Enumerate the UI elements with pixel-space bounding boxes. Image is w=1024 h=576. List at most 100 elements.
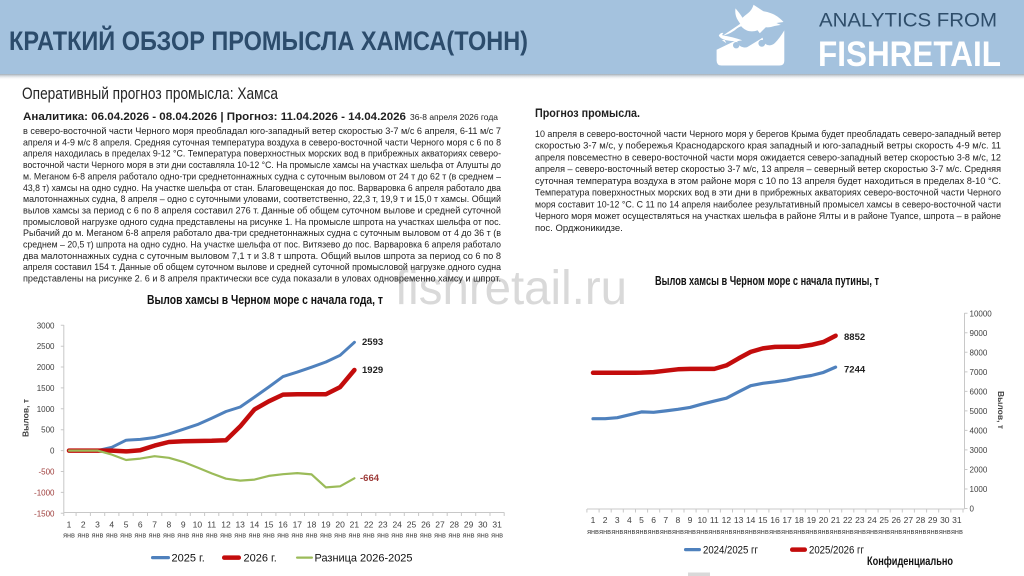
svg-text:3000: 3000 <box>37 321 55 330</box>
svg-text:24: 24 <box>867 515 877 525</box>
svg-text:янв: янв <box>348 531 360 540</box>
svg-text:18: 18 <box>307 520 317 530</box>
svg-text:Вылов хамсы в Черном море с на: Вылов хамсы в Черном море с начала года,… <box>147 293 383 307</box>
svg-text:апреля находилась в пределах 9: апреля находилась в пределах 9-12 °С. Те… <box>23 149 501 160</box>
svg-text:янв: янв <box>177 531 189 540</box>
svg-text:1929: 1929 <box>362 365 383 376</box>
svg-text:янв: янв <box>902 527 914 536</box>
svg-text:янв: янв <box>463 531 475 540</box>
svg-text:янв: янв <box>599 527 611 536</box>
svg-text:2593: 2593 <box>362 337 383 348</box>
svg-text:10000: 10000 <box>970 309 993 318</box>
svg-text:м. Меганом 6-8 апреля работало: м. Меганом 6-8 апреля работало одно-три … <box>23 171 502 182</box>
svg-text:янв: янв <box>915 527 927 536</box>
svg-text:янв: янв <box>805 527 817 536</box>
svg-text:12: 12 <box>722 515 732 525</box>
svg-text:14: 14 <box>746 515 756 525</box>
svg-text:9: 9 <box>181 520 186 530</box>
svg-text:16: 16 <box>770 515 780 525</box>
svg-text:FISHRETAIL: FISHRETAIL <box>818 35 1001 74</box>
svg-text:янв: янв <box>63 531 75 540</box>
svg-text:12: 12 <box>221 520 231 530</box>
svg-text:19: 19 <box>321 520 331 530</box>
svg-text:янв: янв <box>733 527 745 536</box>
svg-text:скоростью 3-7 м/с, у побережья: скоростью 3-7 м/с, у побережья Краснодар… <box>535 141 1001 152</box>
svg-text:5: 5 <box>124 520 129 530</box>
svg-text:янв: янв <box>951 527 963 536</box>
svg-text:17: 17 <box>293 520 303 530</box>
svg-text:24: 24 <box>392 520 402 530</box>
svg-text:16: 16 <box>278 520 288 530</box>
svg-text:6: 6 <box>138 520 143 530</box>
svg-text:янв: янв <box>377 531 389 540</box>
svg-text:янв: янв <box>818 527 830 536</box>
svg-text:15: 15 <box>264 520 274 530</box>
svg-text:11: 11 <box>710 515 719 525</box>
svg-text:4: 4 <box>109 520 114 530</box>
svg-text:8: 8 <box>167 520 172 530</box>
svg-text:янв: янв <box>477 531 489 540</box>
svg-text:янв: янв <box>842 527 854 536</box>
svg-text:Аналитика: 06.04.2026 - 08.04.: Аналитика: 06.04.2026 - 08.04.2026 | Про… <box>23 111 406 123</box>
svg-text:15: 15 <box>758 515 768 525</box>
svg-text:янв: янв <box>890 527 902 536</box>
svg-text:30: 30 <box>940 515 950 525</box>
svg-text:КРАТКИЙ ОБЗОР ПРОМЫСЛА ХАМСА(Т: КРАТКИЙ ОБЗОР ПРОМЫСЛА ХАМСА(ТОНН) <box>9 25 528 56</box>
svg-text:янв: янв <box>587 527 599 536</box>
svg-text:янв: янв <box>866 527 878 536</box>
svg-text:янв: янв <box>684 527 696 536</box>
svg-text:27: 27 <box>904 515 914 525</box>
svg-text:2025 г.: 2025 г. <box>172 553 205 565</box>
svg-text:янв: янв <box>406 531 418 540</box>
svg-text:6: 6 <box>651 515 656 525</box>
svg-text:янв: янв <box>320 531 332 540</box>
svg-text:восточной части Черного моря в: восточной части Черного моря в эти дни с… <box>23 160 501 171</box>
svg-text:Рыбачий до м. Меганом 6-8 апре: Рыбачий до м. Меганом 6-8 апреля работал… <box>23 228 501 239</box>
svg-text:8000: 8000 <box>970 348 988 357</box>
svg-text:7244: 7244 <box>844 365 866 376</box>
svg-text:6000: 6000 <box>970 387 988 396</box>
svg-text:Температура поверхностных морс: Температура поверхностных морских вод в … <box>535 188 1001 199</box>
svg-text:Разница 2026-2025: Разница 2026-2025 <box>315 553 413 565</box>
svg-text:22: 22 <box>843 515 853 525</box>
svg-text:4: 4 <box>627 515 632 525</box>
svg-text:8: 8 <box>676 515 681 525</box>
svg-text:28: 28 <box>916 515 926 525</box>
svg-text:7000: 7000 <box>970 368 988 377</box>
svg-text:янв: янв <box>660 527 672 536</box>
svg-text:2000: 2000 <box>970 466 988 475</box>
svg-text:2000: 2000 <box>37 363 55 372</box>
svg-text:28: 28 <box>450 520 460 530</box>
svg-text:апреля – северо-восточный вете: апреля – северо-восточный ветер скорость… <box>535 164 1001 175</box>
svg-text:0: 0 <box>970 505 975 514</box>
svg-text:янв: янв <box>757 527 769 536</box>
svg-text:янв: янв <box>793 527 805 536</box>
svg-text:-1000: -1000 <box>34 488 55 497</box>
svg-text:14: 14 <box>250 520 260 530</box>
svg-text:13: 13 <box>734 515 744 525</box>
svg-text:промысловой нагрузке одного су: промысловой нагрузке одного судна предст… <box>23 217 501 228</box>
svg-text:-664: -664 <box>360 473 380 484</box>
svg-text:вылов хамсы за период с 6 по 8: вылов хамсы за период с 6 по 8 апреля со… <box>23 205 501 216</box>
svg-text:27: 27 <box>435 520 445 530</box>
svg-text:Прогноз промысла.: Прогноз промысла. <box>535 108 640 120</box>
svg-text:янв: янв <box>781 527 793 536</box>
svg-text:янв: янв <box>939 527 951 536</box>
svg-text:янв: янв <box>363 531 375 540</box>
svg-text:1500: 1500 <box>37 384 55 393</box>
svg-text:моря составит 10-12 °С. С 11 п: моря составит 10-12 °С. С 11 по 14 апрел… <box>535 199 1001 210</box>
svg-text:янв: янв <box>263 531 275 540</box>
svg-text:янв: янв <box>106 531 118 540</box>
svg-text:43,8 т) хамсы на одно судно. Н: 43,8 т) хамсы на одно судно. На участке … <box>23 183 502 194</box>
svg-text:янв: янв <box>206 531 218 540</box>
svg-text:малотоннажных судна, 8 апреля: малотоннажных судна, 8 апреля – одно с с… <box>23 194 501 205</box>
svg-text:11: 11 <box>207 520 216 530</box>
svg-text:20: 20 <box>819 515 829 525</box>
svg-text:апреля повсеместно в северо-во: апреля повсеместно в северо-восточной ча… <box>535 152 1001 163</box>
svg-text:янв: янв <box>220 531 232 540</box>
svg-text:суточная температура воздуха в: суточная температура воздуха в этом райо… <box>535 176 1001 187</box>
svg-text:4000: 4000 <box>970 426 988 435</box>
svg-text:500: 500 <box>41 426 55 435</box>
svg-text:янв: янв <box>745 527 757 536</box>
svg-text:fishretail.ru: fishretail.ru <box>395 262 627 315</box>
